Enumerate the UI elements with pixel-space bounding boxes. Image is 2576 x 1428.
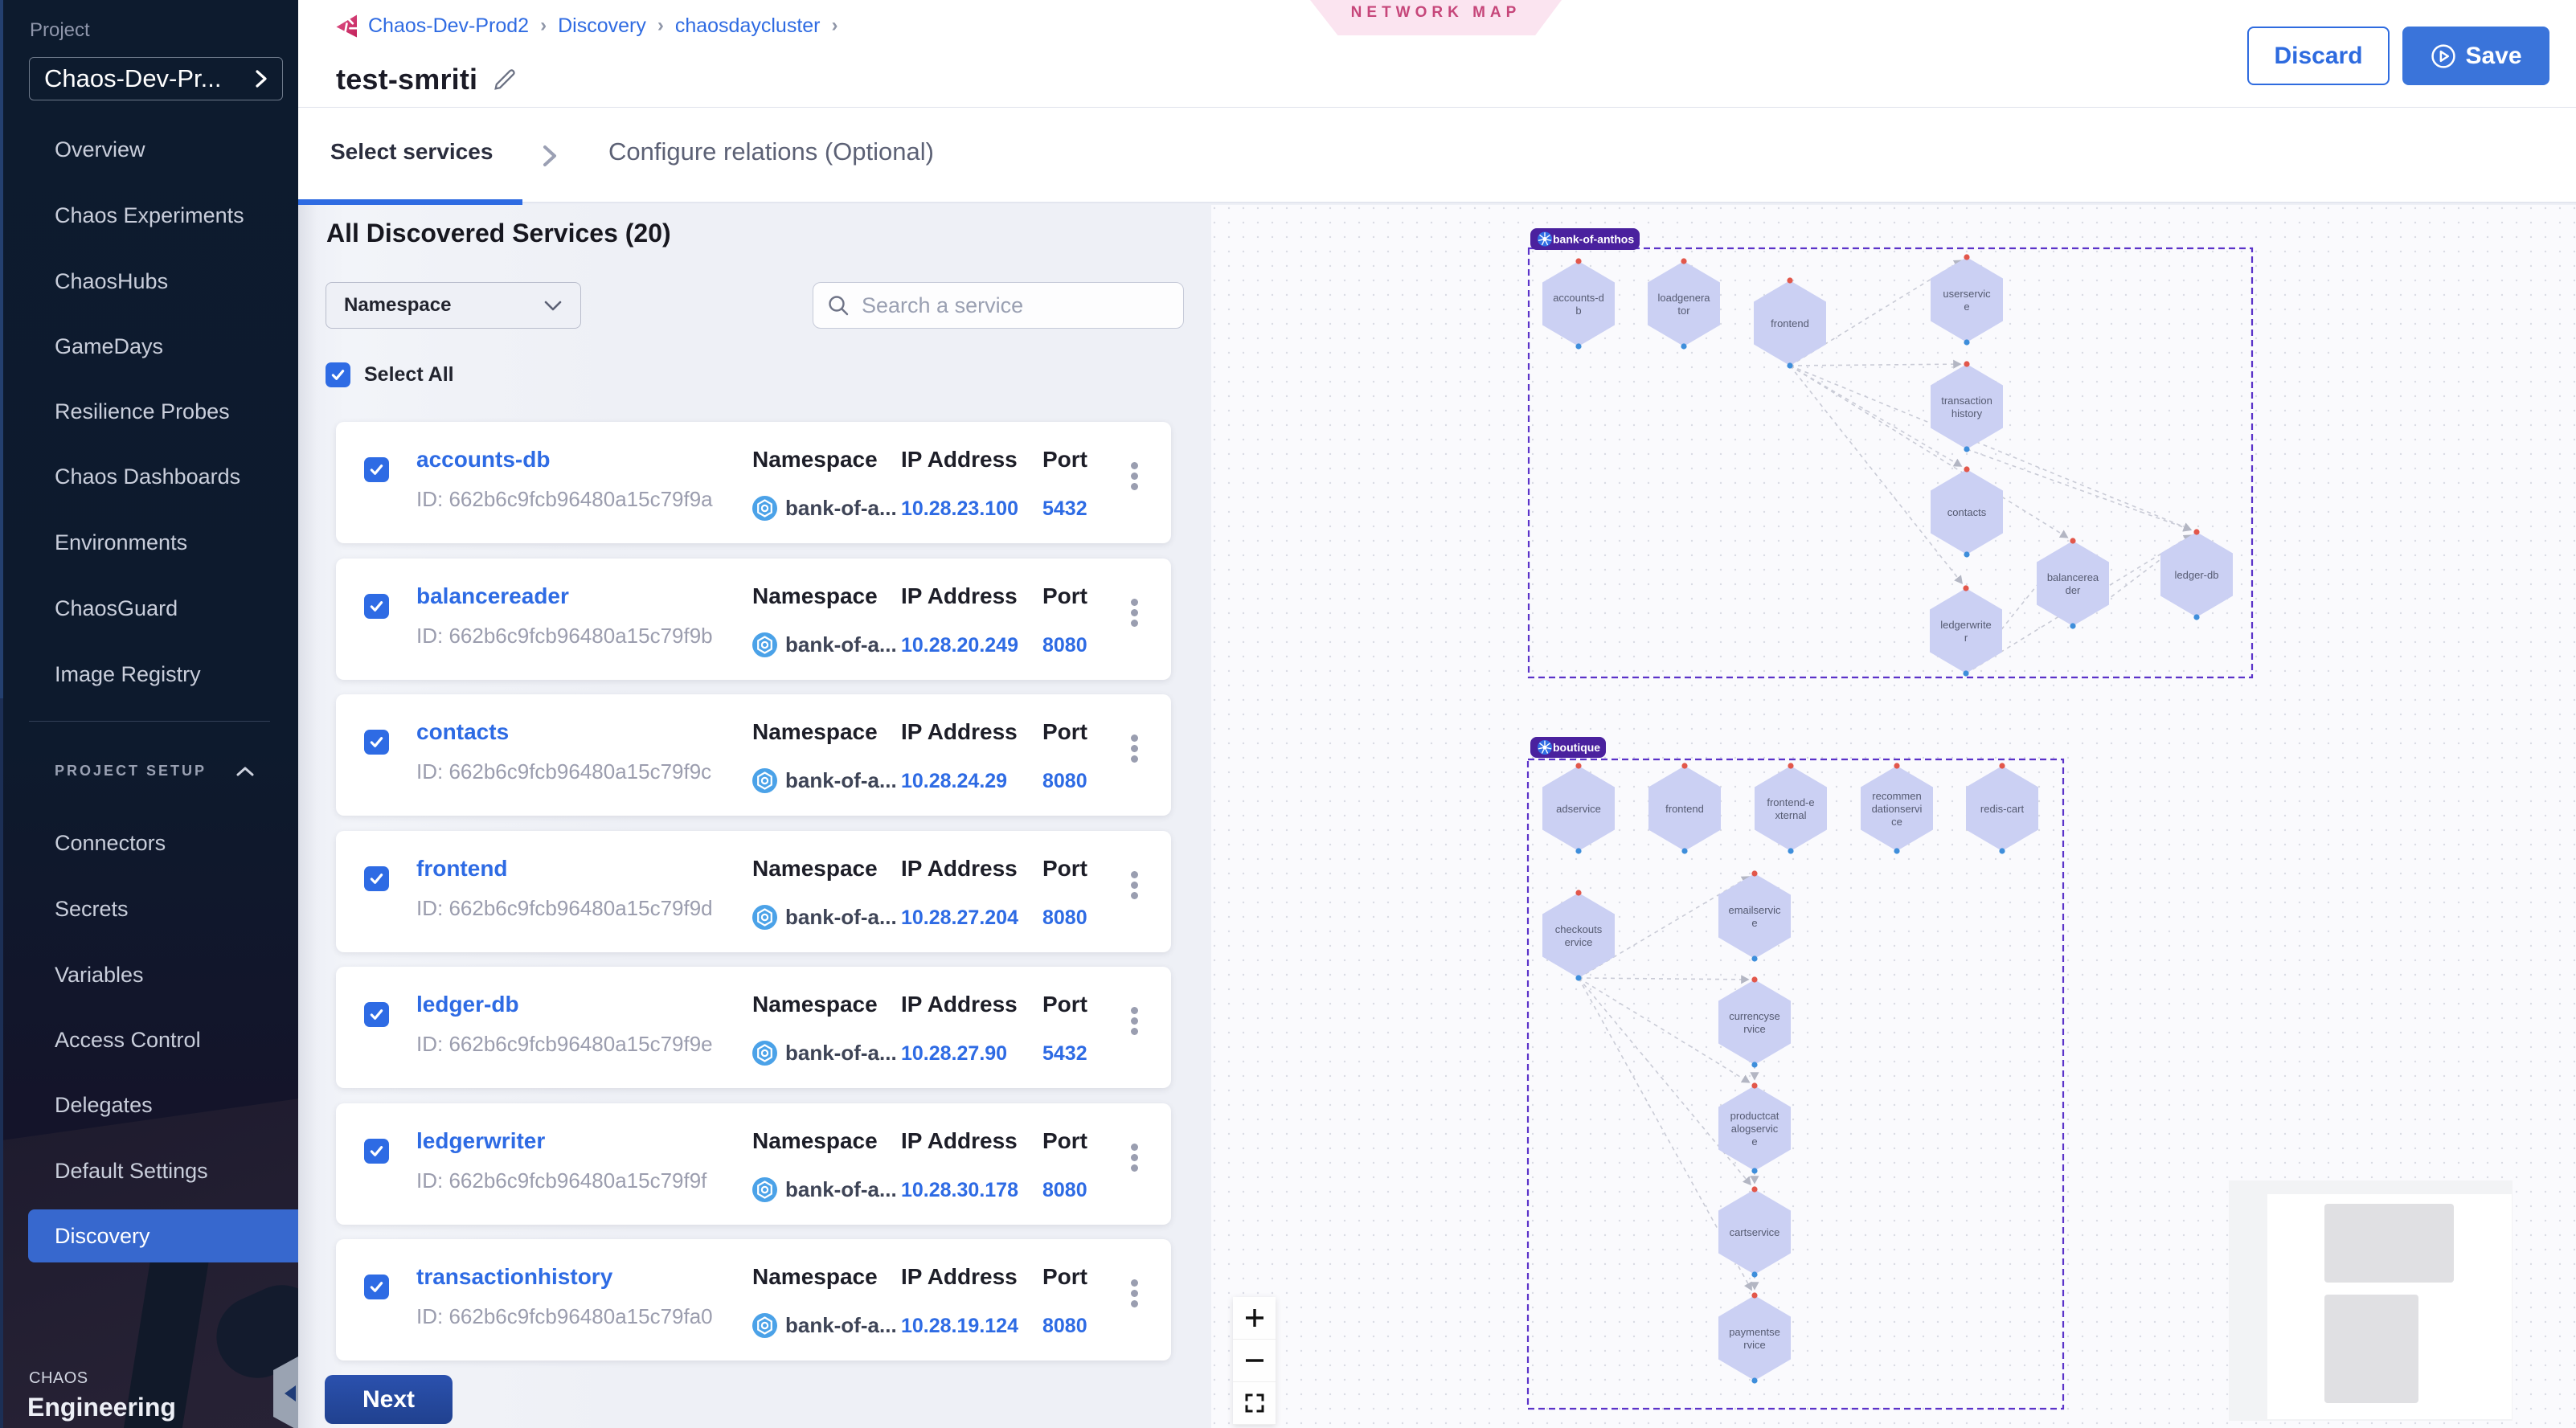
svg-text:contacts: contacts [1947,506,1987,518]
svg-text:frontend: frontend [1771,317,1809,329]
svg-text:frontend: frontend [1665,803,1704,815]
svg-text:bank-of-anthos: bank-of-anthos [1553,233,1634,246]
svg-text:redis-cart: redis-cart [1980,803,2025,815]
svg-text:boutique: boutique [1553,741,1600,754]
svg-text:transactionhistory: transaction history [1941,395,1992,419]
svg-text:ledgerwriter: ledgerwrite r [1940,619,1992,644]
svg-text:ledger-db: ledger-db [2175,569,2219,581]
svg-text:adservice: adservice [1556,803,1601,815]
svg-text:balancereader: balancerea der [2047,571,2099,596]
svg-text:accounts-db: accounts-d b [1553,292,1604,317]
svg-text:cartservice: cartservice [1730,1226,1780,1238]
